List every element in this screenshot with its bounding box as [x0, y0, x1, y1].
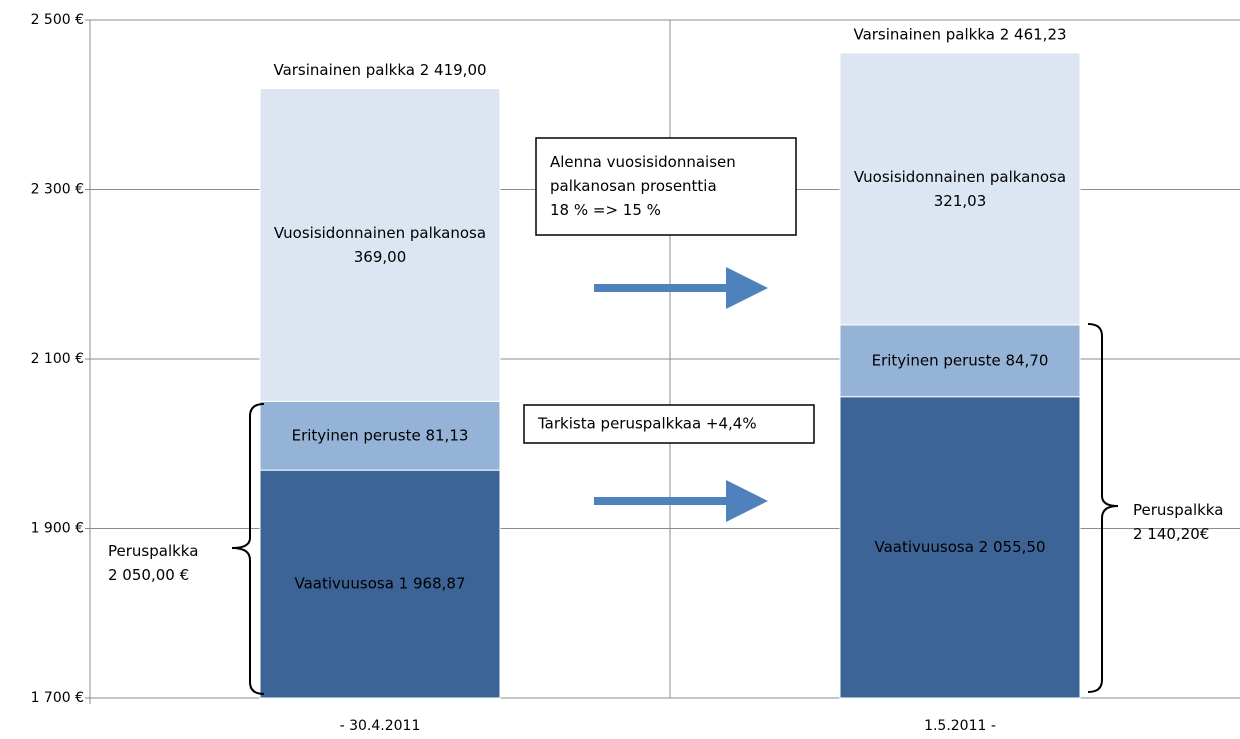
bracket: [231, 403, 265, 695]
value-label: Erityinen peruste 84,70: [872, 351, 1049, 369]
annotation-box: [523, 404, 815, 444]
y-tick-label: 2 100 €: [31, 351, 84, 367]
bar-segment: [839, 52, 1081, 326]
value-label: Erityinen peruste 81,13: [292, 426, 469, 444]
brackets: [231, 323, 1119, 695]
annotation: Peruspalkka 2 140,20€: [1133, 501, 1223, 543]
y-tick-label: 2 300 €: [31, 182, 84, 198]
annotation: Tarkista peruspalkkaa +4,4%: [537, 415, 757, 433]
y-tick-label: 1 700 €: [31, 690, 84, 706]
x-tick-label: 1.5.2011 -: [924, 718, 996, 734]
arrow: [594, 267, 768, 309]
y-tick-label: 2 500 €: [31, 12, 84, 28]
arrows: [594, 267, 768, 522]
bar-segment: [259, 400, 501, 471]
value-label: Vaativuusosa 2 055,50: [875, 538, 1046, 556]
arrow: [594, 480, 768, 522]
annotation-box: [535, 137, 797, 236]
x-tick-label: - 30.4.2011: [340, 718, 421, 734]
total-label: Varsinainen palkka 2 461,23: [853, 25, 1066, 43]
annotation: Alenna vuosisidonnaisen palkanosan prosen…: [550, 153, 736, 219]
value-label: Vuosisidonnainen palkanosa 321,03: [854, 167, 1066, 209]
bar-segment: [839, 396, 1081, 699]
value-label: Vuosisidonnainen palkanosa 369,00: [274, 224, 486, 266]
bar-segment: [259, 88, 501, 402]
total-label: Varsinainen palkka 2 419,00: [273, 61, 486, 79]
value-label: Vaativuusosa 1 968,87: [295, 575, 466, 593]
bar-segment: [259, 469, 501, 699]
bracket: [1087, 323, 1119, 693]
annotation: Peruspalkka 2 050,00 €: [108, 542, 198, 584]
bar-segment: [839, 324, 1081, 398]
y-tick-label: 1 900 €: [31, 521, 84, 537]
